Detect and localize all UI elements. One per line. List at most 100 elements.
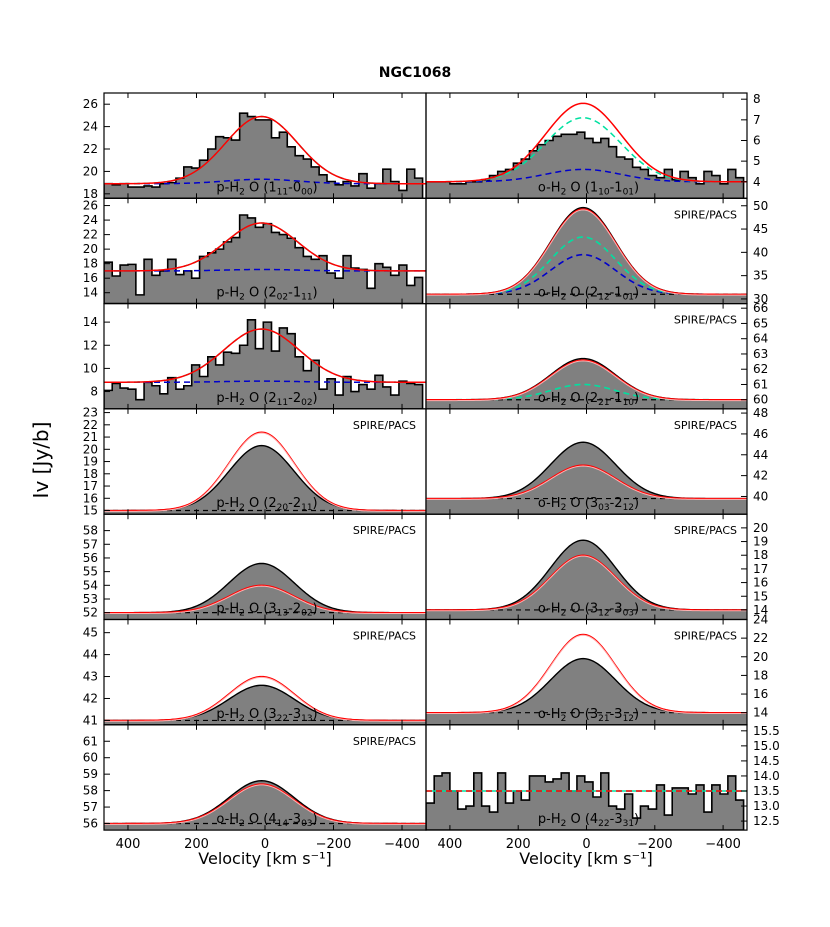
model-fill xyxy=(426,358,747,409)
fit-total-inner xyxy=(104,585,426,615)
model-fill xyxy=(104,780,426,831)
panel-p11: 41 42 43 44 45 SPIRE/PACS p-H2 O (322-313) xyxy=(83,618,427,727)
panel-p4: 30 35 40 45 50 SPIRE/PACS o-H2 O (212-101) xyxy=(425,197,768,306)
y-tick-label: 16 xyxy=(83,271,98,285)
panel-p2: 4 5 6 7 8 o-H2 O (110-101) xyxy=(425,92,761,199)
panel-annotation: SPIRE/PACS xyxy=(353,419,416,432)
observed-spectrum xyxy=(426,772,745,831)
panel-annotation: SPIRE/PACS xyxy=(353,735,416,748)
transition-label: o-H2 O (221-110) xyxy=(538,391,639,408)
y-tick-label: 65 xyxy=(753,316,768,330)
panel-annotation: SPIRE/PACS xyxy=(353,524,416,537)
y-tick-label: 15 xyxy=(83,504,98,518)
transition-label: p-H2 O (322-313) xyxy=(216,707,317,724)
model-fill xyxy=(104,445,426,515)
fit-component-2 xyxy=(426,168,747,183)
x-tick-label: 200 xyxy=(506,837,531,852)
y-tick-label: 18 xyxy=(753,668,768,682)
fit-total xyxy=(426,208,747,295)
transition-label: o-H2 O (110-101) xyxy=(538,180,639,197)
y-tick-label: 22 xyxy=(83,142,98,156)
y-axis-label: Iv [Jy/b] xyxy=(29,422,53,499)
y-tick-label: 8 xyxy=(90,385,98,399)
transition-label: p-H2 O (111-000) xyxy=(216,180,317,197)
y-tick-label: 18 xyxy=(83,467,98,481)
y-tick-label: 40 xyxy=(753,489,768,503)
y-tick-label: 43 xyxy=(83,670,98,684)
y-tick-label: 19 xyxy=(83,455,98,469)
x-tick-label: 0 xyxy=(582,837,590,852)
fit-total xyxy=(426,554,747,611)
model-fill xyxy=(104,563,426,620)
y-tick-label: 18 xyxy=(753,548,768,562)
y-tick-label: 30 xyxy=(753,292,768,306)
y-tick-label: 15.5 xyxy=(753,724,780,738)
y-tick-label: 48 xyxy=(753,406,768,420)
y-tick-label: 16 xyxy=(753,687,768,701)
y-tick-label: 7 xyxy=(753,113,761,127)
y-tick-label: 44 xyxy=(753,448,768,462)
y-tick-label: 55 xyxy=(83,565,98,579)
y-tick-label: 8 xyxy=(753,92,761,106)
y-tick-label: 45 xyxy=(83,626,98,640)
y-tick-label: 24 xyxy=(753,613,768,627)
y-tick-label: 57 xyxy=(83,800,98,814)
y-tick-label: 56 xyxy=(83,551,98,565)
y-tick-label: 20 xyxy=(83,164,98,178)
y-tick-label: 61 xyxy=(753,377,768,391)
transition-label: o-H2 O (303-212) xyxy=(538,496,639,513)
y-tick-label: 50 xyxy=(753,199,768,213)
y-tick-label: 35 xyxy=(753,269,768,283)
y-tick-label: 41 xyxy=(83,713,98,727)
y-tick-label: 61 xyxy=(83,734,98,748)
y-tick-label: 24 xyxy=(83,213,98,227)
transition-label: o-H2 O (414-303) xyxy=(216,812,317,829)
fit-total xyxy=(426,359,747,401)
transition-label: o-H2 O (312-303) xyxy=(538,602,639,619)
y-tick-label: 58 xyxy=(83,524,98,538)
y-tick-label: 14 xyxy=(753,706,768,720)
y-tick-label: 12 xyxy=(83,338,98,352)
y-tick-label: 17 xyxy=(83,479,98,493)
y-tick-label: 23 xyxy=(83,406,98,420)
y-tick-label: 52 xyxy=(83,606,98,620)
fit-total xyxy=(426,464,747,500)
x-tick-label: −400 xyxy=(384,837,420,852)
y-tick-label: 24 xyxy=(83,120,98,134)
panel-p13: 56 57 58 59 60 61 400 200 0 −200 −400 SPIRE/PACS o-H… xyxy=(83,724,427,852)
y-tick-label: 16 xyxy=(83,491,98,505)
transition-label: p-H2 O (422-331) xyxy=(538,812,639,829)
x-axis-label-right: Velocity [km s⁻¹] xyxy=(519,849,652,868)
x-tick-label: 0 xyxy=(261,837,269,852)
panel-p12: 14 16 18 20 22 24 SPIRE/PACS o-H2 O (321-312) xyxy=(425,613,768,726)
y-tick-label: 26 xyxy=(83,97,98,111)
y-tick-label: 42 xyxy=(83,691,98,705)
model-fill xyxy=(426,658,747,725)
fit-total xyxy=(426,633,747,714)
y-tick-label: 19 xyxy=(753,535,768,549)
y-tick-label: 5 xyxy=(753,154,761,168)
y-tick-label: 15.0 xyxy=(753,739,780,753)
y-tick-label: 59 xyxy=(83,767,98,781)
fit-total-inner xyxy=(426,634,747,715)
y-tick-label: 46 xyxy=(753,427,768,441)
observed-spectrum xyxy=(104,112,424,199)
x-tick-label: −200 xyxy=(637,837,673,852)
y-tick-label: 18 xyxy=(83,257,98,271)
panel-annotation: SPIRE/PACS xyxy=(674,314,737,327)
model-fill xyxy=(104,685,426,725)
fit-total-inner xyxy=(104,676,426,722)
x-tick-label: −400 xyxy=(705,837,741,852)
fit-total xyxy=(104,431,426,512)
y-tick-label: 58 xyxy=(83,784,98,798)
panel-annotation: SPIRE/PACS xyxy=(674,630,737,643)
x-axis-label-left: Velocity [km s⁻¹] xyxy=(198,849,331,868)
y-tick-label: 60 xyxy=(753,393,768,407)
y-tick-label: 62 xyxy=(753,362,768,376)
y-tick-label: 53 xyxy=(83,592,98,606)
transition-label: o-H2 O (321-312) xyxy=(538,707,639,724)
y-tick-label: 20 xyxy=(753,650,768,664)
